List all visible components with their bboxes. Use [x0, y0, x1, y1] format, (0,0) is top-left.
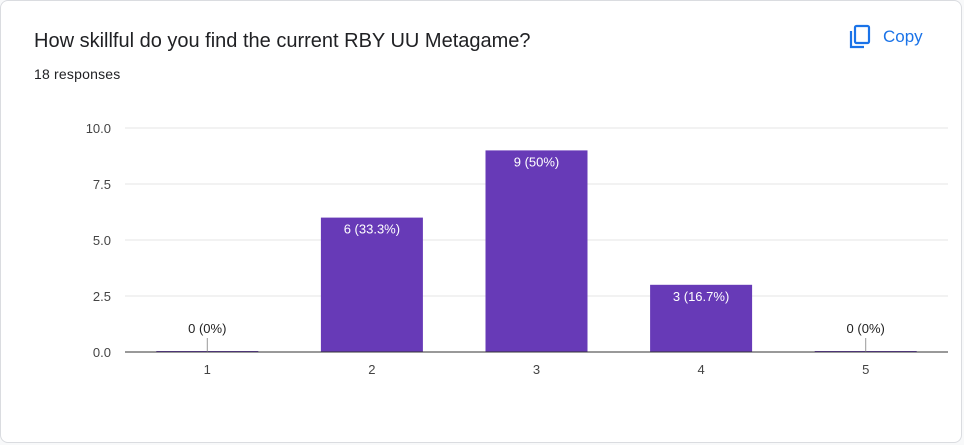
response-count: 18 responses [34, 66, 121, 82]
data-label: 9 (50%) [514, 154, 560, 169]
copy-button[interactable]: Copy [841, 19, 931, 55]
bar [320, 217, 423, 352]
copy-label: Copy [883, 27, 923, 46]
bar [485, 150, 588, 352]
y-tick-label: 7.5 [93, 177, 111, 192]
copy-icon [849, 24, 871, 50]
x-tick-label: 1 [204, 362, 211, 377]
data-label: 3 (16.7%) [673, 289, 729, 304]
y-tick-label: 10.0 [86, 121, 111, 136]
x-tick-label: 5 [862, 362, 869, 377]
y-tick-label: 0.0 [93, 345, 111, 360]
data-label: 0 (0%) [847, 321, 885, 336]
y-tick-label: 2.5 [93, 289, 111, 304]
y-tick-label: 5.0 [93, 233, 111, 248]
data-label: 6 (33.3%) [344, 222, 400, 237]
x-tick-label: 4 [697, 362, 704, 377]
bar [650, 284, 753, 352]
x-tick-label: 3 [533, 362, 540, 377]
question-title: How skillful do you find the current RBY… [34, 30, 531, 52]
data-label: 0 (0%) [188, 321, 226, 336]
x-tick-label: 2 [368, 362, 375, 377]
